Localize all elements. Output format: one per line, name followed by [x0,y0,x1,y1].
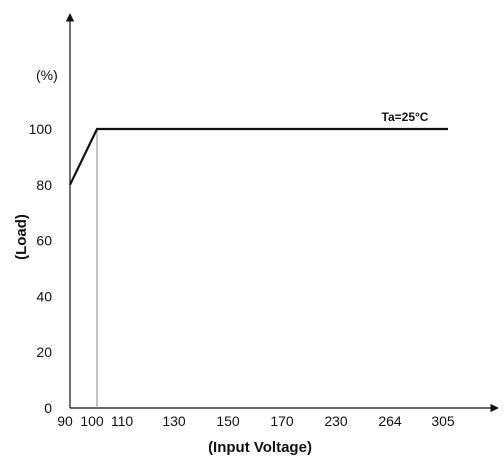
y-tick-label: 60 [36,233,52,249]
x-tick-label: 150 [216,413,240,429]
y-unit-label: (%) [36,67,58,83]
x-tick-labels: 90 100 110 130 150 170 230 264 305 [57,413,455,429]
x-tick-label: 305 [431,413,455,429]
y-axis-title: (Load) [13,214,30,260]
x-tick-label: 110 [111,413,134,429]
series-line [69,127,448,186]
x-tick-label: 230 [324,413,348,429]
y-tick-labels: 0 20 40 60 80 100 [29,121,53,416]
annotations: Ta=25°C [382,110,429,124]
y-tick-label: 40 [36,288,52,304]
y-tick-label: 20 [36,344,52,360]
x-axis-title: (Input Voltage) [208,439,312,456]
x-tick-label: 130 [162,413,186,429]
y-tick-label: 80 [36,177,52,193]
annotation-label: Ta=25°C [382,110,429,124]
y-tick-label: 100 [29,121,53,137]
x-tick-label: 264 [378,413,402,429]
y-tick-label: 0 [44,400,52,416]
x-tick-label: 170 [270,413,294,429]
series-lines [69,127,448,186]
x-tick-label: 100 [80,413,104,429]
x-tick-label: 90 [57,413,73,429]
